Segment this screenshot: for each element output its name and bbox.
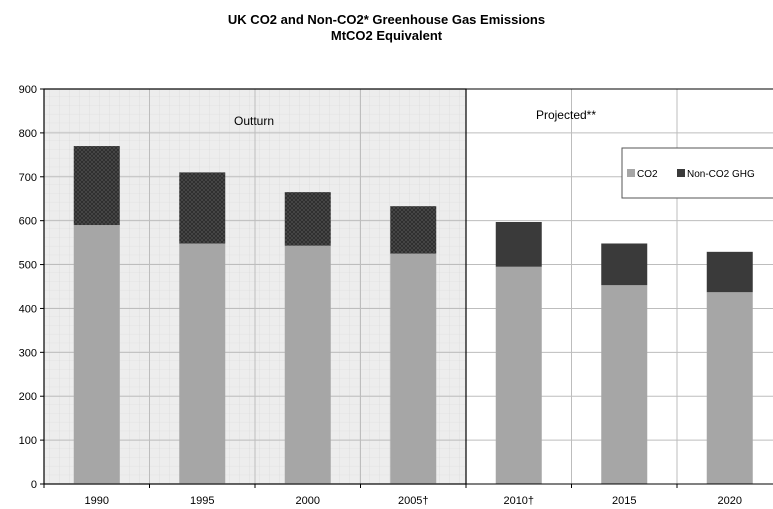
bar-non-co2-0 — [73, 146, 120, 226]
y-tick-label: 600 — [19, 216, 37, 228]
bar-co2-1 — [179, 243, 226, 484]
bar-co2-4 — [495, 266, 542, 484]
y-tick-label: 100 — [19, 435, 37, 447]
y-tick-label: 400 — [19, 303, 37, 315]
x-tick-label: 1995 — [190, 495, 214, 507]
bar-non-co2-6 — [706, 251, 753, 293]
bar-co2-5 — [601, 285, 648, 484]
x-tick-label: 2020 — [718, 495, 742, 507]
bar-non-co2-4 — [495, 221, 542, 267]
outturn-region-label: Outturn — [234, 114, 274, 128]
y-tick-label: 300 — [19, 347, 37, 359]
bar-co2-6 — [706, 292, 753, 484]
bar-co2-0 — [73, 225, 120, 485]
y-tick-label: 200 — [19, 391, 37, 403]
legend-co2-swatch — [627, 169, 635, 177]
x-tick-label: 2005† — [398, 495, 429, 507]
bar-non-co2-2 — [284, 192, 331, 246]
x-tick-label: 1990 — [85, 495, 109, 507]
y-tick-label: 800 — [19, 128, 37, 140]
y-tick-label: 0 — [31, 479, 37, 491]
legend-non-co2-label: Non-CO2 GHG — [687, 169, 755, 180]
chart-subtitle: MtCO2 Equivalent — [330, 28, 443, 43]
bar-co2-2 — [284, 245, 331, 484]
legend-box — [621, 147, 773, 199]
legend-non-co2-swatch — [677, 169, 685, 177]
y-tick-label: 500 — [19, 260, 37, 272]
projected-region-label: Projected** — [536, 108, 596, 122]
x-tick-label: 2010† — [503, 495, 534, 507]
legend: CO2 Non-CO2 GHG — [621, 147, 773, 199]
legend-co2-label: CO2 — [637, 169, 658, 180]
chart-title: UK CO2 and Non-CO2* Greenhouse Gas Emiss… — [227, 12, 546, 27]
bar-non-co2-3 — [390, 206, 437, 254]
bar-non-co2-1 — [179, 172, 226, 244]
bar-non-co2-5 — [601, 243, 648, 286]
y-tick-label: 700 — [19, 172, 37, 184]
x-tick-label: 2000 — [296, 495, 320, 507]
y-tick-label: 900 — [19, 84, 37, 96]
bar-co2-3 — [390, 253, 437, 484]
x-tick-label: 2015 — [612, 495, 636, 507]
